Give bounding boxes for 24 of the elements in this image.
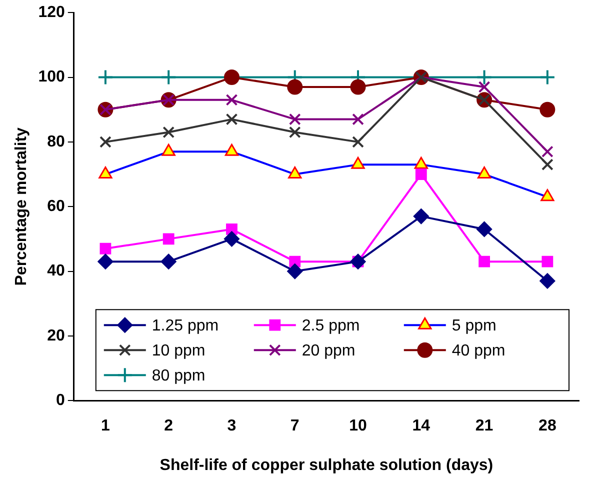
legend-label: 80 ppm bbox=[152, 368, 206, 385]
x-tick-label: 14 bbox=[412, 418, 430, 435]
x-tick-label: 10 bbox=[349, 418, 368, 435]
x-tick-label: 21 bbox=[475, 418, 494, 435]
y-tick-label: 0 bbox=[56, 392, 65, 410]
y-tick-label: 40 bbox=[47, 262, 65, 280]
y-tick-label: 80 bbox=[47, 133, 65, 150]
x-tick-label: 7 bbox=[290, 418, 300, 435]
y-tick-label: 60 bbox=[47, 198, 65, 216]
x-tick-label: 28 bbox=[538, 418, 556, 435]
x-axis-title: Shelf-life of copper sulphate solution (days) bbox=[160, 456, 494, 474]
y-tick-label: 120 bbox=[38, 4, 65, 22]
legend-label: 20 ppm bbox=[302, 342, 356, 360]
x-tick-label: 3 bbox=[227, 418, 236, 435]
x-tick-label: 1 bbox=[101, 418, 110, 435]
y-tick-label: 100 bbox=[38, 68, 65, 86]
x-tick-label: 2 bbox=[164, 418, 174, 435]
y-tick-label: 20 bbox=[47, 327, 65, 344]
y-axis-title: Percentage mortality bbox=[13, 127, 30, 286]
legend-label: 5 ppm bbox=[452, 318, 496, 335]
legend-label: 40 ppm bbox=[452, 342, 506, 360]
legend-label: 2.5 ppm bbox=[302, 318, 360, 335]
legend-label: 1.25 ppm bbox=[152, 318, 219, 335]
legend-label: 10 ppm bbox=[152, 342, 206, 360]
